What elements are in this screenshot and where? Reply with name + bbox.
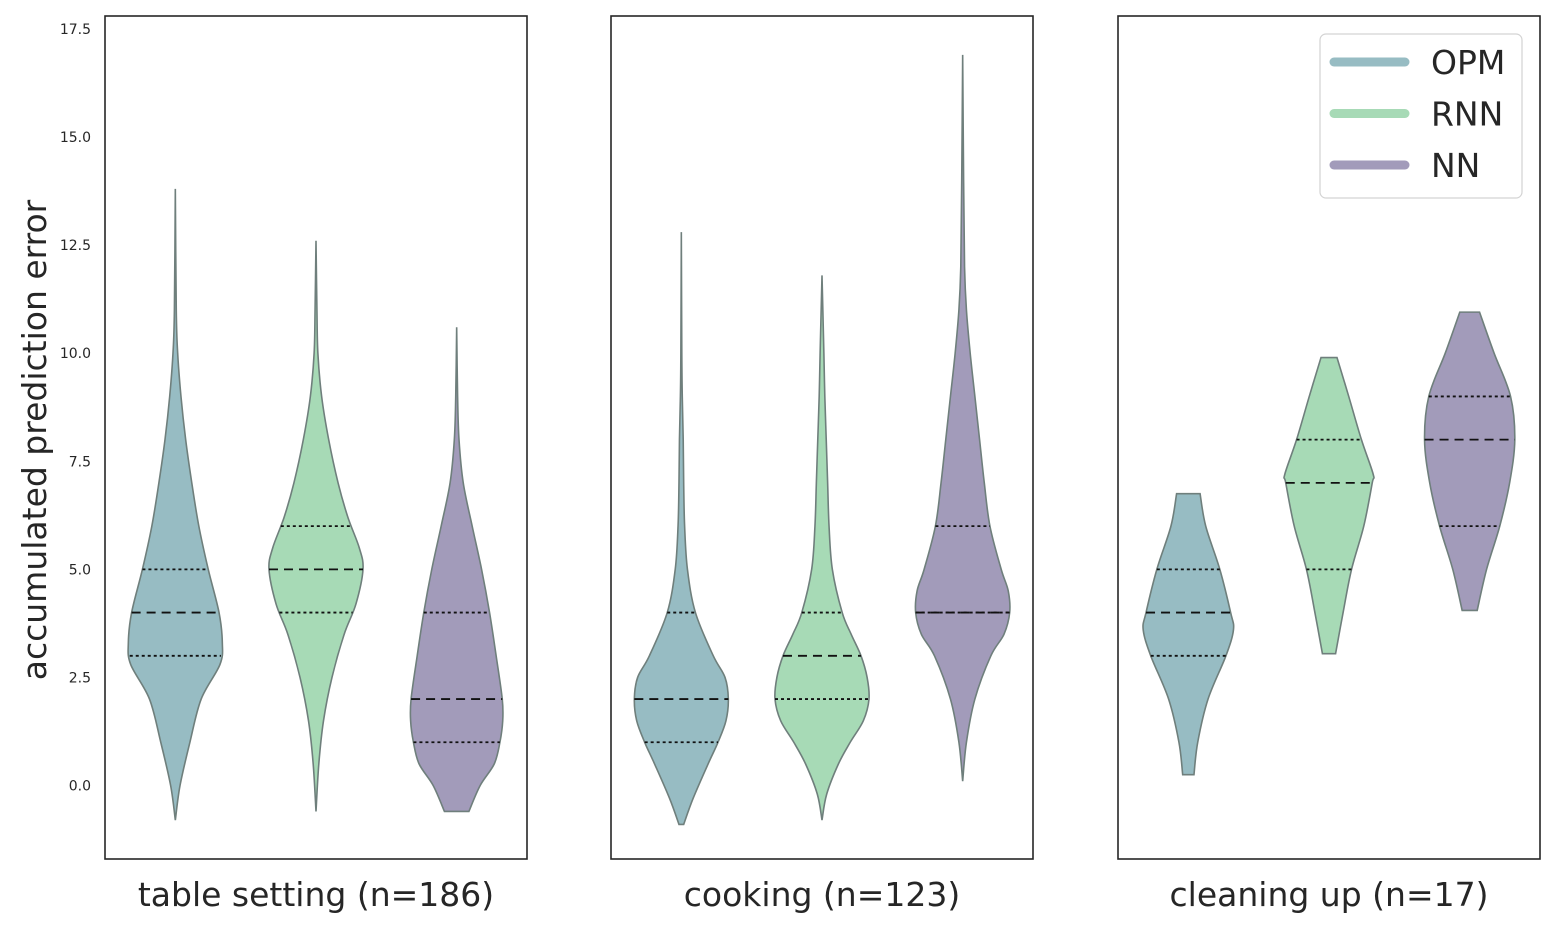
violin-body <box>914 54 1011 782</box>
panel-x-label: cleaning up (n=17) <box>1170 875 1489 914</box>
violin-body <box>1142 492 1235 776</box>
legend-label: RNN <box>1431 95 1503 134</box>
violin-rnn <box>774 275 870 821</box>
y-tick-label: 17.5 <box>60 22 91 38</box>
legend-item: RNN <box>1329 95 1503 134</box>
violin-opm <box>127 188 224 821</box>
panel-labels-layer: table setting (n=186) cooking (n=123) clea… <box>138 875 1489 914</box>
violins-layer <box>127 54 1516 826</box>
violin-body <box>1283 356 1375 655</box>
violin-rnn <box>268 240 364 812</box>
legend-item: NN <box>1329 146 1480 185</box>
y-tick-label: 7.5 <box>69 454 91 470</box>
violin-body <box>1423 311 1516 612</box>
violin-opm <box>1142 492 1235 776</box>
panel-frame <box>1117 15 1541 860</box>
legend: OPM RNN NN <box>1319 33 1523 199</box>
panel-frames-layer <box>104 15 1541 860</box>
y-axis-label: accumulated prediction error <box>15 199 54 680</box>
panel-frame <box>610 15 1034 860</box>
violin-body <box>268 240 364 812</box>
y-tick-label: 0.0 <box>69 779 91 795</box>
y-ticks-layer: 0.0 2.5 5.0 7.5 10.0 12.5 15.0 17.5 <box>60 22 91 795</box>
legend-label: OPM <box>1431 43 1505 82</box>
y-tick-label: 15.0 <box>60 130 91 146</box>
violin-body <box>774 275 870 821</box>
violin-opm <box>633 232 730 826</box>
y-tick-label: 10.0 <box>60 346 91 362</box>
violin-rnn <box>1283 356 1375 655</box>
panel-frame <box>104 15 528 860</box>
panel-x-label: cooking (n=123) <box>684 875 960 914</box>
legend-label: NN <box>1431 146 1480 185</box>
violin-body <box>409 327 504 813</box>
legend-box <box>1319 33 1523 199</box>
violin-nn <box>1423 311 1516 612</box>
panel-x-label: table setting (n=186) <box>138 875 494 914</box>
violin-nn <box>914 54 1011 782</box>
y-tick-label: 12.5 <box>60 238 91 254</box>
y-tick-label: 2.5 <box>69 670 91 686</box>
violin-nn <box>409 327 504 813</box>
y-tick-label: 5.0 <box>69 562 91 578</box>
legend-item: OPM <box>1329 43 1505 82</box>
violin-body <box>127 188 224 821</box>
